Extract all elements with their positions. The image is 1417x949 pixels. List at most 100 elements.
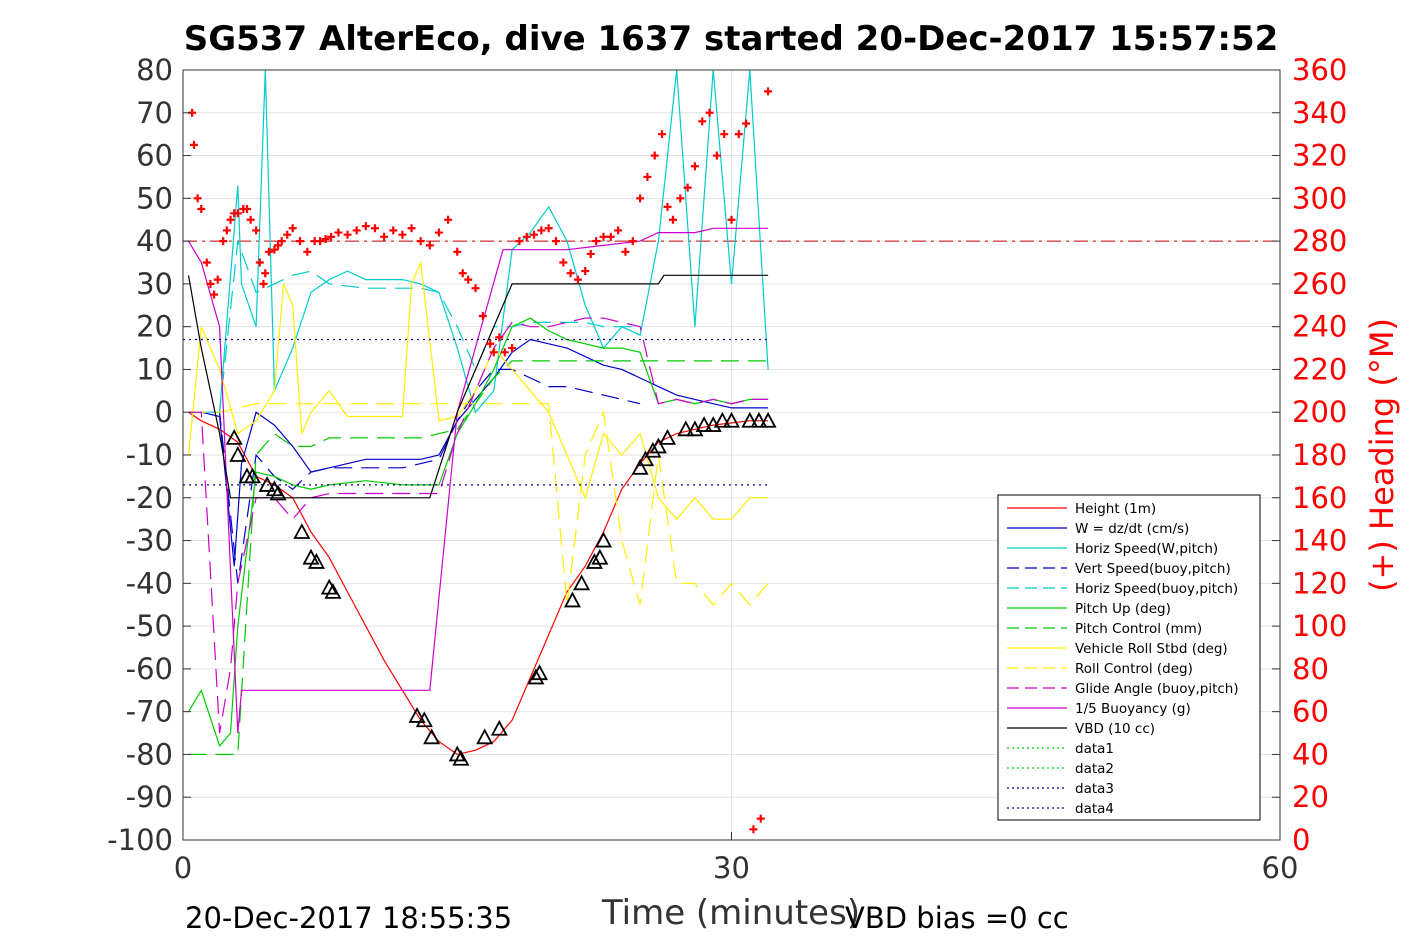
- heading-point: [663, 202, 672, 211]
- series-line: [188, 69, 769, 414]
- heading-point: [453, 247, 462, 256]
- heading-point: [233, 209, 242, 218]
- series-line: [187, 227, 769, 734]
- heading-point: [327, 232, 336, 241]
- legend-label: Roll Control (deg): [1075, 661, 1193, 677]
- footer-vbd-bias: VBD bias =0 cc: [845, 901, 1069, 935]
- heading-point: [500, 348, 509, 357]
- heading-point: [288, 224, 297, 233]
- heading-point: [599, 232, 608, 241]
- heading-point: [389, 226, 398, 235]
- y2-tick-label: 340: [1292, 96, 1347, 130]
- y-tick-label: 80: [136, 53, 173, 87]
- legend-label: data1: [1075, 741, 1114, 757]
- triangle-marker: [637, 450, 655, 467]
- series-line: [188, 360, 769, 756]
- heading-point: [226, 215, 235, 224]
- heading-point: [668, 215, 677, 224]
- y-tick-label: -10: [126, 438, 173, 472]
- heading-point: [464, 275, 473, 284]
- heading-point: [712, 151, 721, 160]
- heading-point: [636, 194, 645, 203]
- heading-point: [508, 344, 517, 353]
- y2-tick-label: 120: [1292, 566, 1347, 600]
- heading-point: [537, 226, 546, 235]
- y-tick-label: 60: [136, 139, 173, 173]
- triangle-marker: [659, 428, 677, 445]
- heading-point: [270, 245, 279, 254]
- heading-point: [242, 205, 251, 214]
- heading-point: [614, 226, 623, 235]
- y2-tick-label: 80: [1292, 652, 1329, 686]
- y2-tick-label: 240: [1292, 310, 1347, 344]
- y-tick-label: 70: [136, 96, 173, 130]
- y-tick-label: 50: [136, 181, 173, 215]
- heading-point: [206, 279, 215, 288]
- heading-point: [416, 237, 425, 246]
- heading-point: [742, 119, 751, 128]
- triangle-marker: [243, 467, 261, 484]
- triangle-marker: [490, 719, 508, 736]
- y-tick-label: 0: [155, 395, 173, 429]
- legend-label: 1/5 Buoyancy (g): [1075, 701, 1191, 717]
- heading-point: [343, 230, 352, 239]
- heading-point: [764, 87, 773, 96]
- legend-label: Pitch Up (deg): [1075, 601, 1171, 617]
- y2-tick-label: 40: [1292, 737, 1329, 771]
- heading-point: [573, 275, 582, 284]
- y2-tick-label: 260: [1292, 267, 1347, 301]
- heading-point: [202, 258, 211, 267]
- triangle-marker: [644, 441, 662, 458]
- heading-point: [581, 267, 590, 276]
- heading-point: [698, 117, 707, 126]
- y-tick-label: -50: [126, 609, 173, 643]
- triangle-marker: [677, 420, 695, 437]
- heading-point: [586, 249, 595, 258]
- triangle-marker: [258, 476, 276, 492]
- heading-point: [380, 232, 389, 241]
- heading-point: [274, 241, 283, 250]
- y2-tick-label: 320: [1292, 139, 1347, 173]
- y-tick-label: -30: [126, 524, 173, 558]
- heading-point: [458, 269, 467, 278]
- triangle-marker: [759, 411, 777, 428]
- heading-point: [444, 215, 453, 224]
- triangle-marker: [265, 480, 283, 497]
- heading-point: [705, 108, 714, 117]
- y2-tick-label: 100: [1292, 609, 1347, 643]
- triangle-marker: [750, 411, 768, 428]
- chart-title: SG537 AlterEco, dive 1637 started 20-Dec…: [184, 19, 1279, 59]
- triangle-marker: [591, 548, 609, 565]
- legend-label: Vehicle Roll Stbd (deg): [1075, 641, 1228, 657]
- heading-point: [551, 237, 560, 246]
- heading-point: [222, 226, 231, 235]
- legend-label: Horiz Speed(buoy,pitch): [1075, 581, 1238, 597]
- heading-point: [210, 290, 219, 299]
- heading-point: [749, 825, 758, 834]
- heading-point: [316, 237, 325, 246]
- legend-label: Glide Angle (buoy,pitch): [1075, 681, 1239, 697]
- y-tick-label: -60: [126, 652, 173, 686]
- heading-point: [592, 237, 601, 246]
- heading-point: [361, 222, 370, 231]
- triangle-marker: [324, 582, 342, 599]
- triangle-marker: [649, 437, 667, 454]
- heading-point: [321, 234, 330, 243]
- marker-layer: [188, 87, 777, 834]
- heading-point: [425, 241, 434, 250]
- triangle-marker: [225, 428, 243, 445]
- heading-point: [606, 232, 615, 241]
- heading-point: [296, 237, 305, 246]
- heading-point: [720, 130, 729, 139]
- heading-point: [189, 140, 198, 149]
- heading-point: [303, 247, 312, 256]
- y2-tick-label: 200: [1292, 395, 1347, 429]
- heading-point: [283, 230, 292, 239]
- heading-point: [193, 194, 202, 203]
- heading-point: [264, 247, 273, 256]
- legend: Height (1m) W = dz/dt (cm/s) Horiz Speed(W…: [997, 494, 1261, 821]
- heading-point: [559, 258, 568, 267]
- heading-point: [756, 814, 765, 823]
